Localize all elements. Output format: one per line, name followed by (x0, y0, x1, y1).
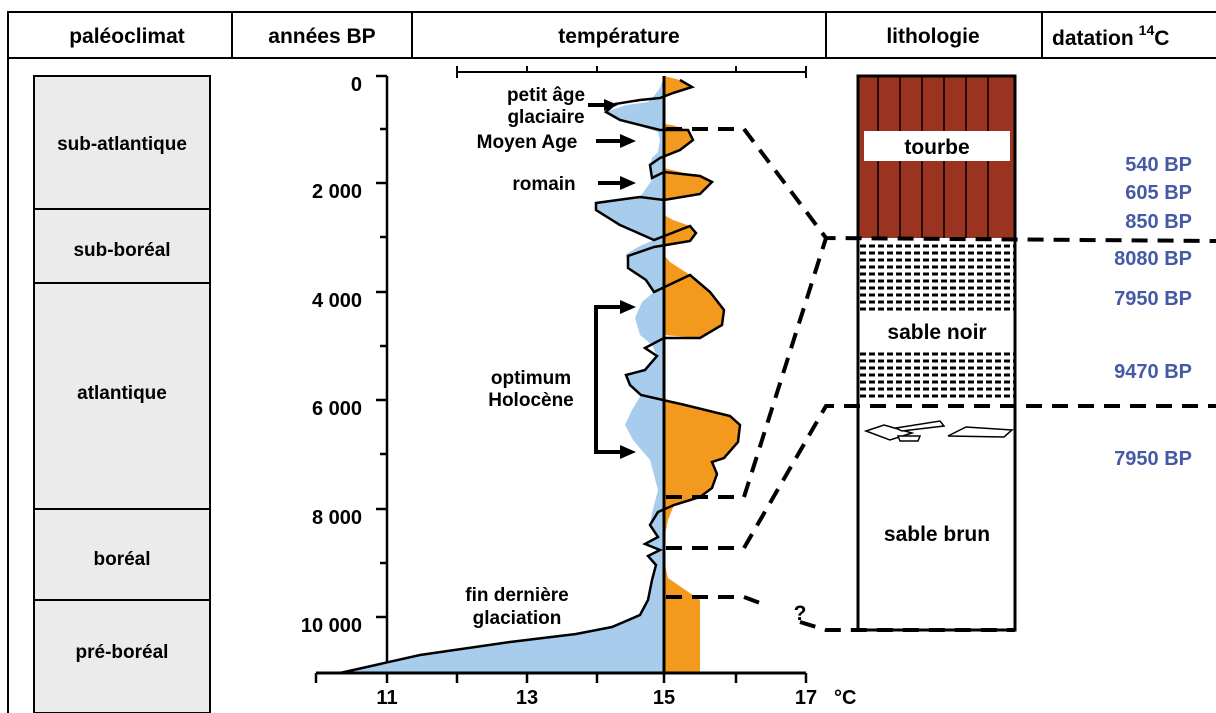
date-label: 7950 BP (1114, 448, 1192, 470)
period-box-boreal (33, 508, 211, 601)
date-label: 605 BP (1125, 182, 1192, 204)
temperature-axis: 11 13 15 17 °C (314, 671, 856, 709)
correlation-line-10000 (666, 595, 761, 605)
age-tick-label: 4 000 (312, 290, 362, 312)
sand-fragment (893, 420, 946, 432)
arrow-head-icon (604, 99, 618, 111)
header-datation-word: datation (1052, 27, 1134, 50)
annotation-romain: romain (512, 174, 575, 195)
period-box-atlantique (33, 282, 211, 510)
arrow-head-icon (620, 300, 636, 314)
lithology-label-sable-brun: sable brun (884, 523, 990, 546)
sand-fragment (896, 435, 922, 442)
temp-tick-label: 13 (516, 687, 538, 709)
correlation-line-base (799, 620, 1015, 632)
arrow-head-icon (620, 176, 636, 190)
annotation-petit-age-line1: petit âge (507, 85, 585, 106)
period-label-sub-boreal: sub-boréal (73, 240, 170, 261)
date-label: 850 BP (1125, 211, 1192, 233)
date-label: 9470 BP (1114, 361, 1192, 383)
sand-fragments (863, 420, 1014, 442)
date-label: 540 BP (1125, 154, 1192, 176)
correlation-line-top (666, 127, 1216, 243)
age-tick-label: 0 (351, 74, 362, 96)
period-label-atlantique: atlantique (77, 383, 167, 404)
correlation-line-9000 (666, 404, 1216, 550)
header-paleoclimat: paléoclimat (69, 25, 185, 48)
period-label-boreal: boréal (93, 549, 150, 570)
date-label: 8080 BP (1114, 248, 1192, 270)
annotation-moyen-age: Moyen Age (477, 132, 578, 153)
header-temperature: température (558, 25, 679, 48)
temp-tick-label: 17 (795, 687, 817, 709)
age-tick-label: 2 000 (312, 181, 362, 203)
annotation-fin-glaciation-line1: fin dernière (465, 585, 568, 606)
radiocarbon-dates: 540 BP 605 BP 850 BP 8080 BP 7950 BP 947… (1114, 154, 1192, 470)
warm-anomaly-fill (664, 76, 740, 673)
date-label: 7950 BP (1114, 288, 1192, 310)
age-axis: 0 2 000 4 000 6 000 8 000 10 000 (301, 74, 389, 673)
black-sand-layer (860, 244, 1014, 398)
temperature-curve (339, 76, 742, 675)
question-mark-label: ? (794, 602, 807, 625)
lithology-label-tourbe: tourbe (904, 136, 969, 159)
header-datation-c: C (1154, 27, 1169, 50)
correlation-line-8000 (666, 237, 828, 499)
arrow-head-icon (620, 445, 636, 459)
temp-tick-label: 15 (653, 687, 675, 709)
period-label-pre-boreal: pré-boréal (76, 642, 169, 663)
age-tick-label: 6 000 (312, 398, 362, 420)
annotation-optimum-line2: Holocène (488, 390, 574, 411)
tourbe-label-box (864, 131, 1010, 161)
header-frame (7, 11, 1216, 59)
top-scale (456, 66, 807, 78)
header-datation-sup: 14 (1139, 22, 1155, 38)
sand-fragment (947, 426, 1014, 438)
period-box-pre-boreal (33, 599, 211, 713)
lithology-column: tourbe sable noir (856, 74, 1017, 632)
temp-tick-label: 11 (376, 687, 397, 709)
header-annees-bp: années BP (268, 25, 375, 48)
sable-noir-label-box (864, 316, 1010, 348)
annotations: petit âge glaciaire Moyen Age romain opt… (465, 85, 636, 629)
lithology-label-sable-noir: sable noir (887, 321, 986, 344)
bracket-optimum (594, 305, 608, 454)
arrow-head-icon (620, 134, 636, 148)
temp-unit-label: °C (834, 687, 856, 709)
period-label-sub-atlantique: sub-atlantique (57, 134, 187, 155)
annotation-petit-age-line2: glaciaire (507, 107, 584, 128)
temperature-curve-line (339, 78, 742, 675)
correlation-lines (666, 127, 1216, 632)
header-row: paléoclimat années BP température lithol… (7, 11, 1216, 59)
age-tick-label: 10 000 (301, 615, 362, 637)
annotation-fin-glaciation-line2: glaciation (473, 608, 562, 629)
annotation-optimum-line1: optimum (491, 368, 571, 389)
header-lithologie: lithologie (886, 25, 979, 48)
period-box-sub-boreal (33, 208, 211, 284)
period-column: sub-atlantique sub-boréal atlantique bor… (33, 75, 211, 713)
age-tick-label: 8 000 (312, 507, 362, 529)
header-datation: datation 14C (1052, 22, 1169, 50)
